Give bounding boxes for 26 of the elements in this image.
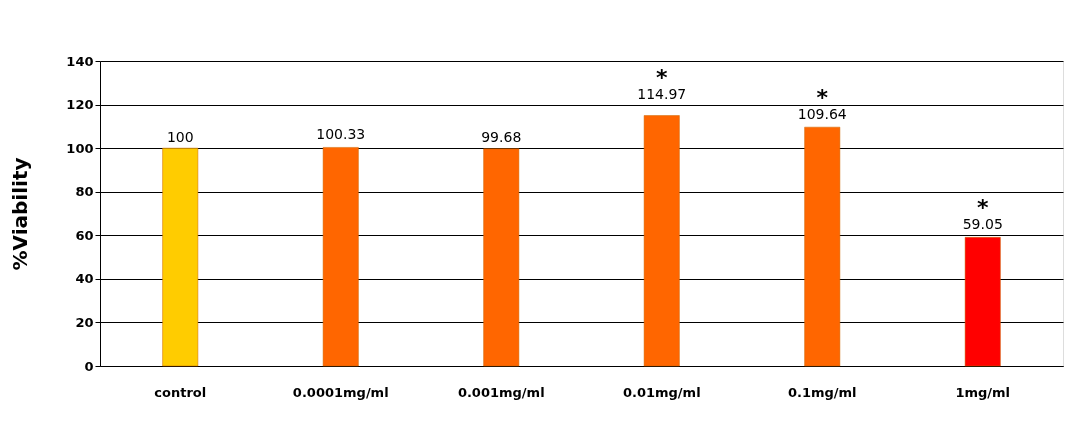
x-tick-label: 0.0001mg/ml xyxy=(292,384,389,400)
bar xyxy=(322,147,359,367)
y-tick-label: 60 xyxy=(75,227,94,243)
x-tick-label: 0.1mg/ml xyxy=(787,384,857,400)
data-label: 109.64 xyxy=(797,106,847,123)
x-tick-label: 0.001mg/ml xyxy=(457,384,545,400)
y-tick-label: 40 xyxy=(75,271,94,287)
bar xyxy=(643,115,680,367)
y-tick-label: 0 xyxy=(84,358,94,374)
y-tick-label: 80 xyxy=(75,184,94,200)
bar xyxy=(483,148,520,367)
bar xyxy=(162,147,199,367)
data-label: 100 xyxy=(166,129,194,146)
y-tick-label: 100 xyxy=(66,140,94,156)
y-tick-label: 120 xyxy=(66,97,94,113)
y-tick-label: 20 xyxy=(75,314,94,330)
bar xyxy=(964,237,1001,367)
bar xyxy=(804,126,841,367)
x-tick-label: control xyxy=(154,384,207,400)
data-label: 100.33 xyxy=(316,126,366,143)
data-label: 59.05 xyxy=(962,216,1003,233)
x-tick-label: 1mg/ml xyxy=(955,384,1011,400)
data-label: 99.68 xyxy=(481,129,522,146)
x-tick-label: 0.01mg/ml xyxy=(622,384,701,400)
y-tick-label: 140 xyxy=(66,53,94,69)
y-axis-title: %Viability xyxy=(8,157,33,271)
